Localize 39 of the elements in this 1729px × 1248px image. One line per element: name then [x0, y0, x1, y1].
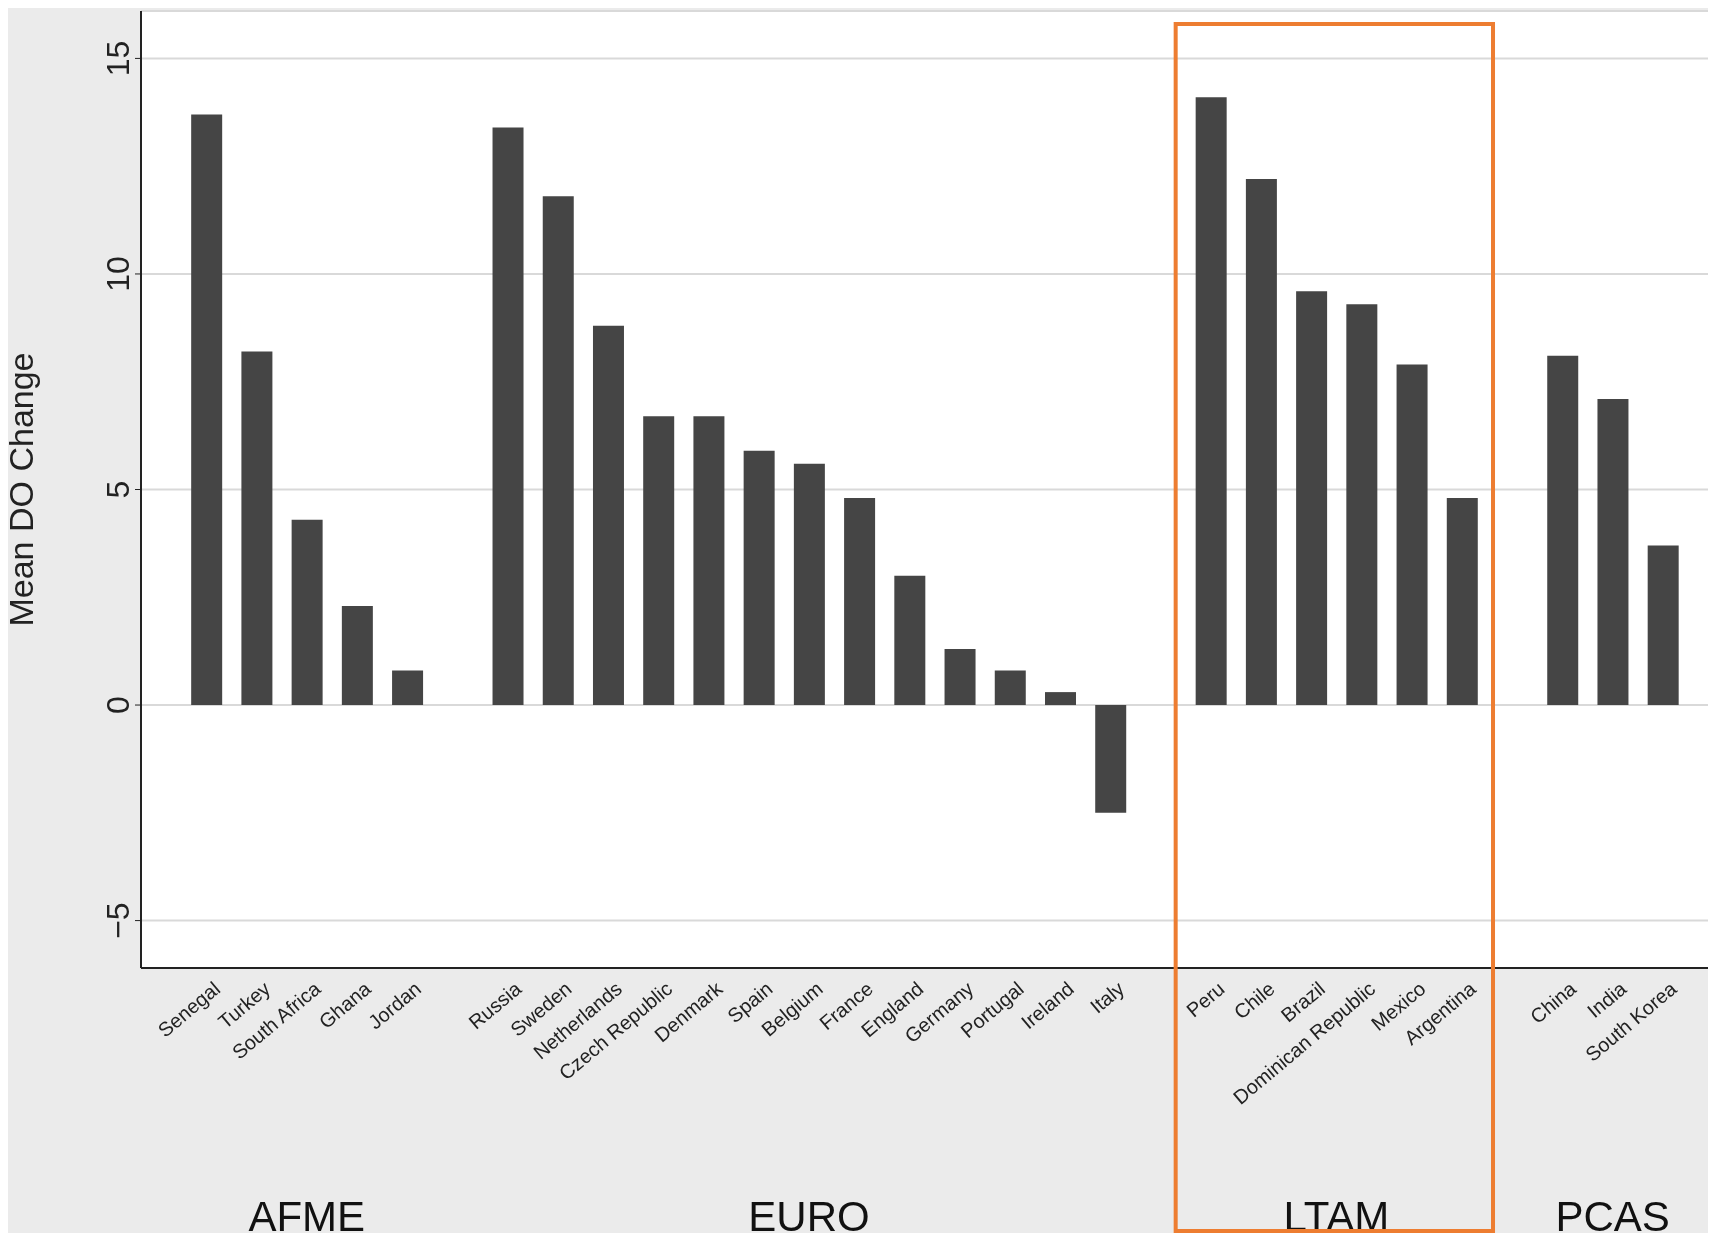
bar [944, 649, 976, 706]
y-tick-label: 10 [100, 256, 136, 292]
y-tick-label: 15 [100, 40, 136, 77]
x-tick-label: Chile [1229, 977, 1279, 1024]
bar [241, 351, 273, 706]
text: PCAS [1554, 1193, 1671, 1241]
bar [1547, 355, 1579, 706]
bar [1195, 97, 1227, 706]
bar [1095, 705, 1127, 813]
bar [392, 670, 424, 706]
bar [1044, 692, 1076, 706]
text: AFME [247, 1193, 367, 1241]
y-tick-label: 0 [100, 696, 136, 714]
bar [1647, 545, 1679, 706]
x-tick-label: Peru [1182, 977, 1229, 1022]
bar [492, 127, 524, 706]
bar [1245, 179, 1277, 706]
y-tick-label: 5 [100, 480, 136, 499]
bar [1396, 364, 1428, 706]
bar [643, 416, 675, 706]
bar [191, 114, 223, 706]
bar [743, 450, 775, 706]
bar [793, 463, 825, 706]
bar [693, 416, 725, 706]
y-axis-title: Mean DO Change [2, 352, 41, 627]
bar [291, 519, 323, 706]
x-tick-label: Italy [1085, 977, 1129, 1018]
bar [894, 575, 926, 706]
y-tick-label: −5 [100, 902, 136, 939]
bar [1597, 398, 1629, 706]
bar [1346, 304, 1378, 706]
bar [542, 196, 574, 706]
bar [341, 605, 373, 706]
text: EURO [747, 1193, 871, 1241]
bar [1446, 498, 1478, 706]
bar [1296, 291, 1328, 706]
bar [592, 325, 624, 706]
bar [844, 498, 876, 706]
bar [994, 670, 1026, 706]
